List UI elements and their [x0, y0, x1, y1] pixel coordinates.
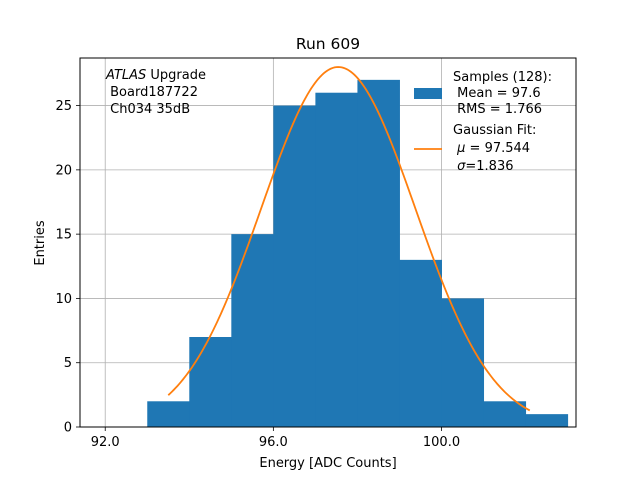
plot-frame [79, 57, 577, 428]
legend-samples-title: Samples (128): [453, 70, 552, 85]
histogram-bar [441, 298, 485, 427]
x-axis-label: Energy [ADC Counts] [259, 456, 396, 471]
y-tick-label: 15 [55, 228, 72, 243]
legend-mu-value: = 97.544 [465, 141, 530, 156]
legend-samples-rms: RMS = 1.766 [453, 102, 542, 117]
annotation-line-1: ATLAS Upgrade [105, 68, 206, 83]
annotation-upgrade: Upgrade [146, 68, 206, 83]
legend: Samples (128): Mean = 97.6 RMS = 1.766 G… [414, 70, 552, 174]
legend-fit-mu: μ = 97.544 [453, 141, 530, 156]
annotation-experiment: ATLAS [105, 68, 146, 83]
legend-mu-symbol: μ [456, 141, 465, 156]
histogram-bar [147, 401, 190, 427]
histogram-bar [357, 79, 400, 427]
gaussian-fit-curve [167, 66, 531, 412]
y-tick-label: 5 [64, 356, 72, 371]
x-axis-ticks: 92.0 96.0 100.0 [91, 427, 460, 450]
annotation-line-2: Board187722 [106, 85, 198, 100]
x-tick-label: 96.0 [259, 435, 288, 450]
x-tick-label: 92.0 [91, 435, 120, 450]
histogram-bar [525, 414, 569, 427]
legend-samples-mean: Mean = 97.6 [453, 86, 541, 101]
detector-annotation: ATLAS Upgrade Board187722 Ch034 35dB [105, 68, 206, 117]
legend-sigma-value: =1.836 [465, 159, 513, 174]
legend-fit-title: Gaussian Fit: [453, 123, 536, 138]
histogram-bar [231, 234, 274, 427]
histogram-bar [399, 259, 442, 427]
histogram-bar [273, 105, 316, 428]
y-axis-ticks: 0 5 10 15 20 25 [55, 99, 80, 436]
y-tick-label: 20 [55, 163, 72, 178]
legend-samples-swatch [414, 88, 442, 99]
histogram-bar [315, 92, 358, 427]
y-axis-label: Entries [33, 220, 48, 266]
x-tick-label: 100.0 [423, 435, 460, 450]
legend-sigma-symbol: σ [457, 159, 466, 174]
y-tick-label: 0 [64, 421, 72, 436]
histogram-bar [483, 401, 527, 427]
histogram-bar [189, 337, 232, 427]
y-tick-label: 25 [55, 99, 72, 114]
histogram-bars [147, 79, 569, 428]
chart-title: Run 609 [296, 35, 360, 53]
legend-fit-sigma: σ=1.836 [453, 159, 514, 174]
annotation-line-3: Ch034 35dB [106, 102, 190, 117]
y-tick-label: 10 [55, 292, 72, 307]
